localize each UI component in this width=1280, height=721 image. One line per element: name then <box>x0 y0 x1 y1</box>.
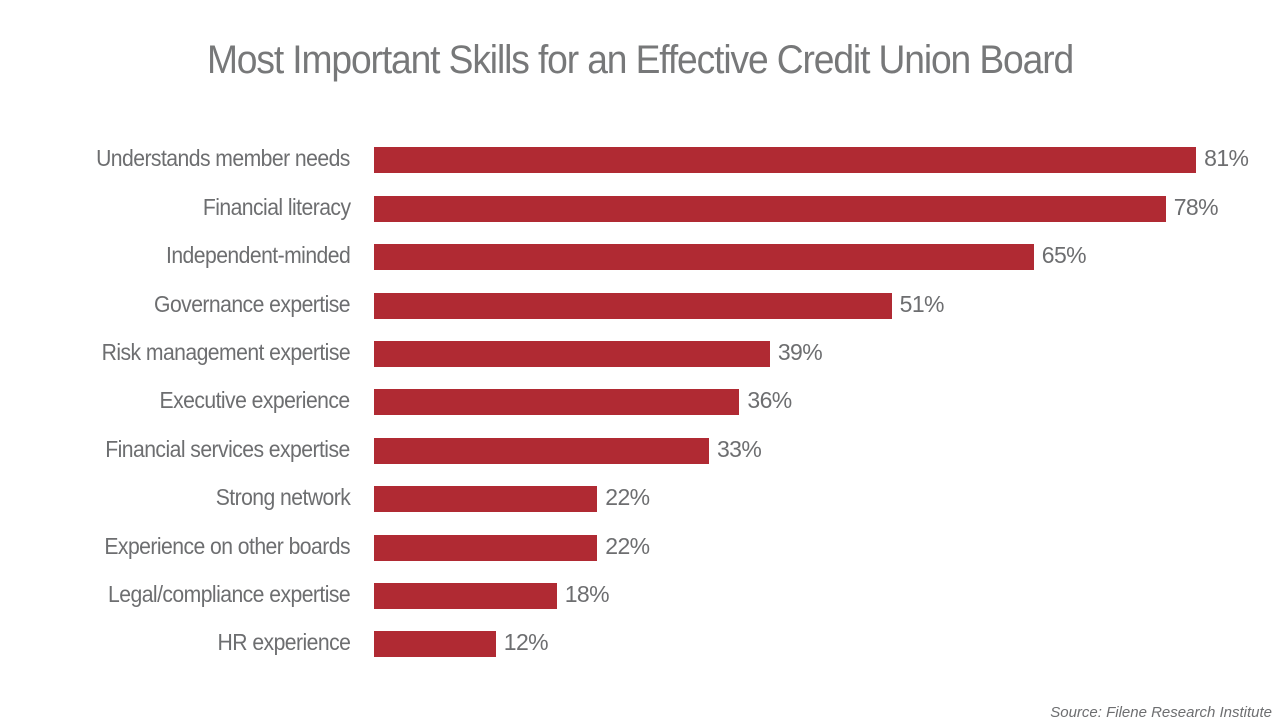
value-label: 51% <box>899 291 945 317</box>
category-label: Independent-minded <box>165 242 351 268</box>
value-label: 18% <box>564 581 610 607</box>
bar <box>374 631 496 657</box>
category-label: Strong network <box>215 484 350 510</box>
value-label: 39% <box>777 339 823 365</box>
value-label: 22% <box>605 484 650 510</box>
bar <box>374 196 1166 222</box>
bar <box>374 147 1197 173</box>
category-label: HR experience <box>217 629 350 655</box>
category-label: Governance expertise <box>154 291 351 317</box>
bar <box>374 244 1034 270</box>
bar-row: Legal/compliance expertise 18% <box>0 581 1280 610</box>
bar-row: Understands member needs 81% <box>0 145 1280 174</box>
category-label: Legal/compliance expertise <box>107 581 351 607</box>
category-label: Financial literacy <box>202 194 350 220</box>
bar <box>374 293 892 319</box>
bar-row: Strong network 22% <box>0 484 1280 513</box>
value-label: 33% <box>716 436 762 462</box>
category-label: Risk management expertise <box>101 339 351 365</box>
bar-row: Governance expertise 51% <box>0 291 1280 320</box>
bar <box>374 486 598 512</box>
value-label: 12% <box>503 629 549 655</box>
bar <box>374 341 770 367</box>
bar-row: Experience on other boards 22% <box>0 533 1280 562</box>
category-label: Executive experience <box>159 387 351 413</box>
bar-row: Risk management expertise 39% <box>0 339 1280 368</box>
value-label: 78% <box>1173 194 1219 220</box>
value-label: 65% <box>1041 242 1087 268</box>
value-label: 36% <box>747 387 792 413</box>
value-label: 22% <box>605 533 650 559</box>
bar-row: Executive experience 36% <box>0 387 1280 416</box>
category-label: Experience on other boards <box>104 533 350 559</box>
bar <box>374 535 598 561</box>
bar-row: Independent-minded 65% <box>0 242 1280 271</box>
category-label: Financial services expertise <box>105 436 351 462</box>
category-label: Understands member needs <box>96 145 350 171</box>
source-note: Source: Filene Research Institute <box>1050 704 1272 721</box>
bar-row: Financial literacy 78% <box>0 194 1280 223</box>
value-label: 81% <box>1204 145 1249 171</box>
chart-title: Most Important Skills for an Effective C… <box>206 38 1074 82</box>
bar-row: HR experience 12% <box>0 629 1280 658</box>
bar <box>374 389 740 415</box>
bar-row: Financial services expertise 33% <box>0 436 1280 465</box>
bar <box>374 583 557 609</box>
bar <box>374 438 709 464</box>
